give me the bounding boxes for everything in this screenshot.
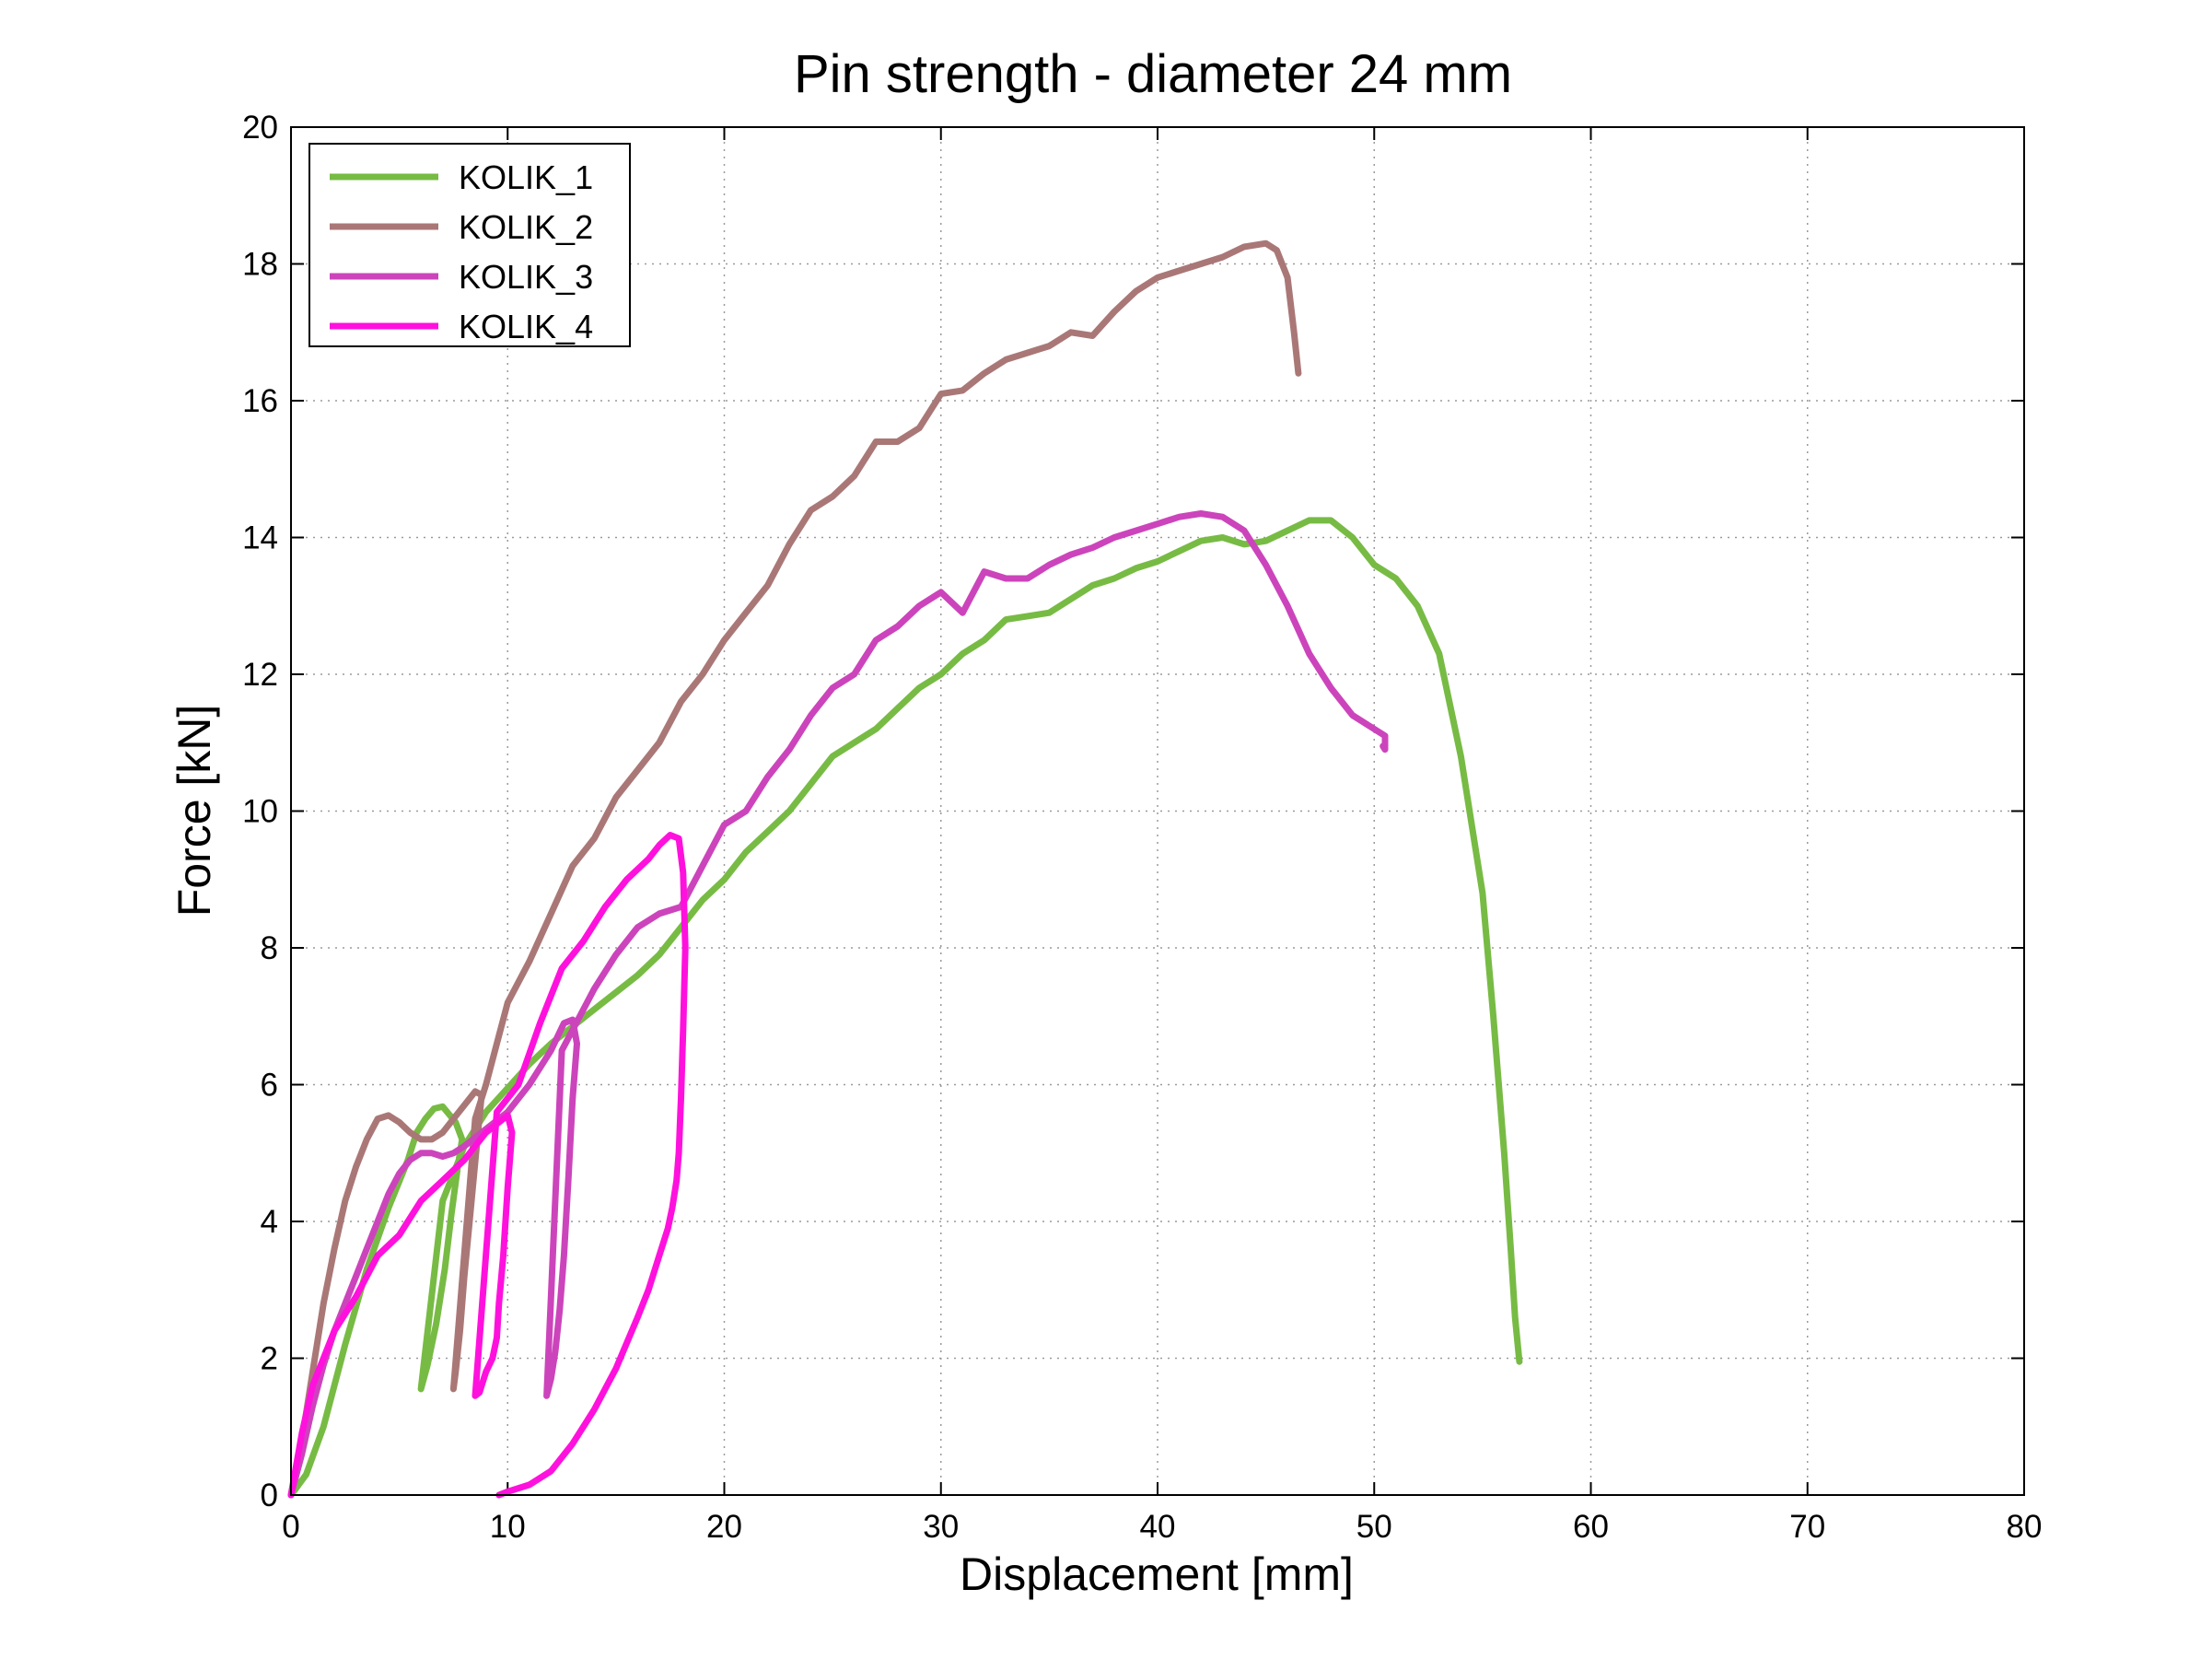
series-line-kolik-2 [287,240,1302,1499]
x-tick-labels: 0 10 20 30 40 50 60 70 80 [282,1509,2042,1545]
y-tick-label: 12 [242,657,278,693]
y-tick-label: 10 [242,794,278,830]
legend-item: KOLIK_2 [330,208,593,246]
y-tick-label: 0 [261,1478,278,1513]
y-tick-label: 6 [261,1068,278,1104]
y-tick-label: 4 [261,1204,278,1240]
x-tick-label: 10 [490,1509,526,1545]
chart-title: Pin strength - diameter 24 mm [794,44,1512,104]
y-tick-label: 8 [261,930,278,966]
x-tick-label: 70 [1789,1509,1825,1545]
x-tick-label: 0 [282,1509,299,1545]
legend-label: KOLIK_3 [459,258,593,296]
x-tick-label: 60 [1573,1509,1609,1545]
legend-item: KOLIK_1 [330,158,593,196]
legend-item: KOLIK_3 [330,258,593,296]
y-tick-labels: 0 2 4 6 8 10 12 14 16 18 20 [242,110,278,1513]
y-tick-label: 20 [242,110,278,146]
x-tick-label: 40 [1140,1509,1176,1545]
y-tick-label: 18 [242,247,278,283]
legend-label: KOLIK_2 [459,208,593,246]
legend: KOLIK_1 KOLIK_2 KOLIK_3 KOLIK_4 [309,143,631,347]
x-tick-label: 80 [2007,1509,2043,1545]
legend-label: KOLIK_1 [459,158,593,196]
y-axis-label: Force [kN] [169,705,220,917]
y-tick-label: 16 [242,383,278,419]
plot-area-border [290,126,2025,1496]
x-tick-label: 30 [923,1509,959,1545]
y-tick-label: 14 [242,520,278,556]
legend-item: KOLIK_4 [330,308,593,345]
legend-label: KOLIK_4 [459,308,593,345]
series-line-kolik-4 [287,832,689,1499]
x-axis-label: Displacement [mm] [960,1548,1354,1600]
y-tick-label: 2 [261,1341,278,1377]
x-tick-label: 50 [1356,1509,1392,1545]
x-tick-label: 20 [706,1509,742,1545]
series-lines [287,240,1523,1499]
series-line-kolik-1 [287,517,1523,1499]
legend-items: KOLIK_1 KOLIK_2 KOLIK_3 KOLIK_4 [330,158,593,345]
series-line-kolik-3 [287,510,1389,1499]
